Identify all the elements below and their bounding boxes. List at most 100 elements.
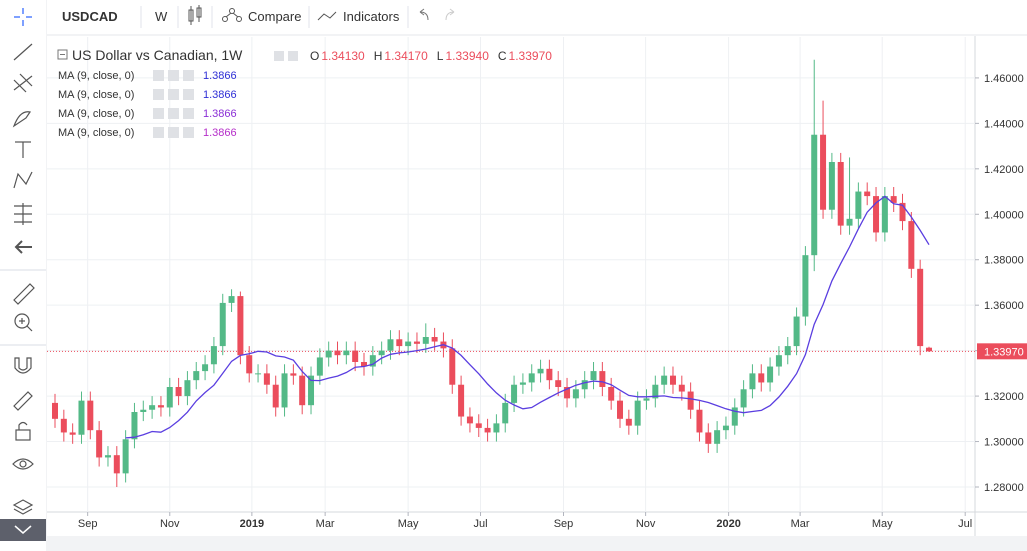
indicator-value: 1.3866: [203, 108, 237, 120]
candle-body: [696, 409, 703, 433]
candle-body: [255, 373, 262, 375]
crosshair-tool[interactable]: [14, 8, 32, 26]
indicator-button: [183, 70, 194, 81]
candle-icon[interactable]: [188, 5, 202, 25]
candle-body: [581, 380, 588, 390]
ohlc-label: O: [310, 49, 319, 63]
layers-tool[interactable]: [12, 499, 34, 515]
interval[interactable]: W: [155, 9, 168, 24]
candle-body: [458, 384, 465, 417]
lock-draw-tool[interactable]: [13, 391, 33, 411]
candle-body: [484, 427, 491, 433]
candle-body: [96, 430, 103, 458]
chart-pane: [47, 36, 1027, 536]
candle-body: [590, 371, 597, 381]
lock-tool[interactable]: [15, 421, 31, 441]
top-toolbar: [47, 0, 1027, 34]
indicator-button: [183, 108, 194, 119]
legend-button: [288, 51, 298, 61]
x-tick-label: Jul: [958, 518, 972, 530]
candle-body: [228, 296, 235, 303]
candle-body: [272, 384, 279, 408]
indicator-button: [168, 89, 179, 100]
indicator-name: MA (9, close, 0): [58, 108, 134, 120]
candle-body: [352, 350, 359, 362]
text-tool[interactable]: [15, 141, 31, 158]
candle-body: [475, 423, 482, 428]
indicator-button: [153, 127, 164, 138]
ohlc-value: 1.33970: [509, 49, 553, 63]
candle-body: [378, 350, 385, 356]
candle-body: [722, 425, 729, 431]
brush-tool[interactable]: [12, 111, 31, 128]
indicator-value: 1.3866: [203, 89, 237, 101]
candle-body: [802, 255, 809, 317]
candle-body: [528, 373, 535, 383]
candle-body: [343, 350, 350, 356]
candle-body: [608, 387, 615, 401]
candle-body: [431, 337, 438, 342]
ohlc-value: 1.34130: [321, 49, 365, 63]
candle-body: [634, 400, 641, 426]
candle-body: [731, 407, 738, 426]
pattern-tool[interactable]: [13, 171, 33, 189]
undo[interactable]: [419, 8, 429, 21]
candle-body: [396, 339, 403, 347]
candle-body: [758, 373, 765, 383]
candle-body: [767, 366, 774, 383]
candle-body: [572, 389, 579, 399]
indicator-button: [183, 127, 194, 138]
compare-icon[interactable]: [222, 8, 242, 22]
candle-body: [511, 384, 518, 403]
visibility-tool[interactable]: [12, 458, 34, 470]
candle-body: [669, 375, 676, 385]
x-tick-label: May: [398, 518, 419, 530]
candle-body: [555, 380, 562, 387]
collapse-button[interactable]: [0, 519, 46, 541]
indicators-button[interactable]: Indicators: [343, 9, 400, 24]
collapse-legend[interactable]: [57, 49, 68, 60]
candle-body: [422, 337, 429, 344]
prediction-tool[interactable]: [14, 203, 32, 225]
candle-body: [864, 191, 871, 197]
back-tool[interactable]: [14, 240, 32, 254]
x-tick-label: Mar: [791, 518, 810, 530]
trendline-tool[interactable]: [13, 43, 33, 61]
candle-body: [926, 347, 932, 352]
candle-body: [678, 384, 685, 392]
candle-body: [811, 134, 818, 256]
candle-body: [740, 389, 747, 408]
indicators-icon[interactable]: [317, 11, 337, 21]
candle-body: [546, 368, 553, 381]
candle-body: [175, 387, 182, 397]
candle-body: [246, 355, 253, 374]
candle-body: [917, 268, 924, 347]
fib-tool[interactable]: [13, 73, 33, 93]
candle-body: [166, 387, 173, 408]
ruler-tool[interactable]: [13, 283, 35, 305]
y-tick-label: 1.40000: [984, 209, 1024, 221]
symbol[interactable]: USDCAD: [62, 9, 118, 24]
candle-body: [661, 375, 668, 385]
candle-body: [334, 350, 341, 356]
zoom-tool[interactable]: [14, 313, 33, 332]
candle-body: [122, 439, 129, 474]
candle-body: [184, 380, 191, 397]
redo[interactable]: [445, 8, 455, 21]
candle-body: [149, 405, 156, 410]
indicator-name: MA (9, close, 0): [58, 127, 134, 139]
compare-button[interactable]: Compare: [248, 9, 301, 24]
candle-body: [87, 400, 94, 431]
x-tick-label: 2019: [240, 518, 264, 530]
candle-body: [625, 418, 632, 426]
magnet-tool[interactable]: [14, 357, 32, 374]
candle-body: [369, 355, 376, 367]
candle-body: [237, 296, 244, 356]
candle-body: [405, 341, 412, 347]
candle-body: [873, 196, 880, 233]
indicator-button: [153, 89, 164, 100]
x-tick-label: May: [872, 518, 893, 530]
candle-body: [890, 196, 897, 203]
